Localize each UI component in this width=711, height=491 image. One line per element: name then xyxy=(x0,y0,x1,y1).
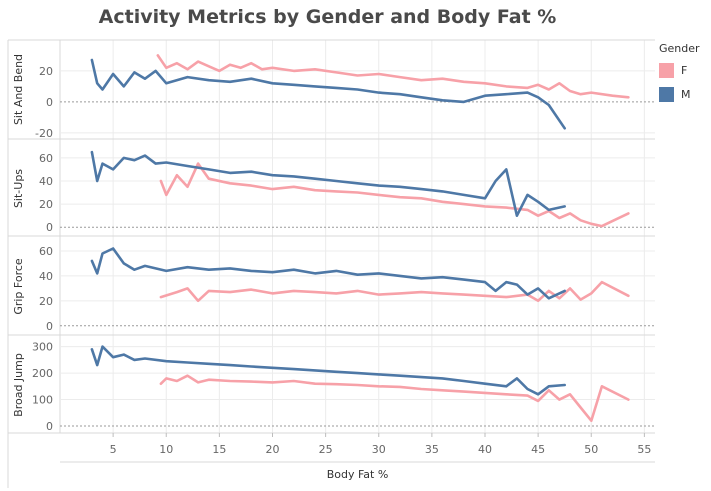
x-tick-label: 25 xyxy=(319,443,333,456)
y-tick-label: 20 xyxy=(39,65,53,78)
y-tick-label: -20 xyxy=(35,127,53,140)
y-tick-label: 200 xyxy=(32,367,53,380)
legend-swatch-f xyxy=(659,62,674,78)
x-tick-label: 15 xyxy=(212,443,226,456)
series-line-m xyxy=(90,150,567,217)
x-tick-label: 30 xyxy=(372,443,386,456)
legend-item-f[interactable]: F xyxy=(659,60,700,80)
y-tick-label: 100 xyxy=(32,394,53,407)
y-tick-label: 60 xyxy=(39,152,53,165)
x-tick-label: 55 xyxy=(637,443,651,456)
series-line-m xyxy=(90,247,567,300)
series-line-f xyxy=(159,280,630,303)
panel-ylabel: Sit And Bend xyxy=(12,54,25,125)
legend-title: Gender xyxy=(659,42,700,55)
legend-item-m[interactable]: M xyxy=(659,84,700,104)
series-line-m xyxy=(90,345,567,396)
legend-swatch-m xyxy=(659,86,674,102)
x-tick-label: 50 xyxy=(584,443,598,456)
x-tick-label: 45 xyxy=(531,443,545,456)
y-tick-label: 0 xyxy=(46,221,53,234)
y-tick-label: 20 xyxy=(39,198,53,211)
y-tick-label: 0 xyxy=(46,420,53,433)
x-tick-label: 35 xyxy=(425,443,439,456)
y-tick-label: 300 xyxy=(32,341,53,354)
panel-ylabel: Grip Force xyxy=(12,258,25,315)
series-line-f xyxy=(156,54,630,99)
x-tick-label: 40 xyxy=(478,443,492,456)
y-tick-label: 60 xyxy=(39,245,53,258)
series-line-f xyxy=(159,374,630,423)
y-tick-label: 0 xyxy=(46,320,53,333)
y-tick-label: 20 xyxy=(39,295,53,308)
panel-ylabel: Sit-Ups xyxy=(12,169,25,208)
y-tick-label: 0 xyxy=(46,96,53,109)
legend-label-f: F xyxy=(681,63,688,77)
chart-title: Activity Metrics by Gender and Body Fat … xyxy=(98,6,557,28)
legend: Gender F M xyxy=(659,42,700,108)
x-tick-label: 5 xyxy=(110,443,117,456)
series-line-f xyxy=(159,162,630,228)
y-tick-label: 40 xyxy=(39,270,53,283)
series-line-m xyxy=(90,58,567,130)
panel-ylabel: Broad Jump xyxy=(12,353,25,417)
x-axis-label: Body Fat % xyxy=(327,468,389,481)
x-tick-label: 20 xyxy=(266,443,280,456)
x-tick-label: 10 xyxy=(159,443,173,456)
legend-label-m: M xyxy=(681,87,691,101)
y-tick-label: 40 xyxy=(39,175,53,188)
